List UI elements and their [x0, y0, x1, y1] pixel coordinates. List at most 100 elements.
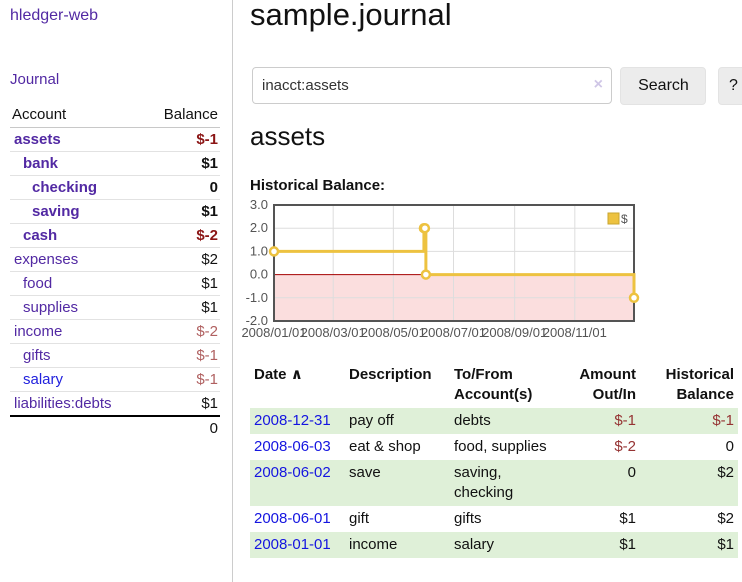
register-table: Date ∧ Description To/From Account(s) Am…: [250, 362, 738, 558]
account-link-salary[interactable]: salary: [23, 371, 64, 388]
account-balance: $1: [144, 295, 220, 320]
search-button[interactable]: Search: [620, 67, 707, 105]
account-link-expenses[interactable]: expenses: [14, 251, 79, 268]
account-row: liabilities:debts $1: [10, 391, 220, 416]
transaction-description: income: [349, 536, 398, 553]
transaction-date-link[interactable]: 2008-06-03: [254, 438, 331, 455]
accounts-total-row: 0: [10, 415, 220, 440]
x-tick-label: 2008/01/01: [241, 325, 306, 340]
account-row: expenses $2: [10, 247, 220, 272]
accounts-table: Account Balance assets $-1 bank $1 check…: [10, 102, 220, 440]
plot-border: [273, 204, 635, 322]
transaction-balance: $2: [717, 464, 734, 481]
account-link-food[interactable]: food: [23, 275, 53, 292]
transaction-amount: 0: [627, 464, 636, 481]
transaction-amount: $1: [619, 510, 636, 527]
account-link-assets[interactable]: assets: [14, 131, 61, 148]
clear-search-icon[interactable]: ×: [593, 76, 603, 93]
register-row: 2008-01-01 income salary $1 $1: [250, 532, 738, 558]
account-row: food $1: [10, 271, 220, 296]
transaction-description: eat & shop: [349, 438, 421, 455]
transaction-amount: $-2: [614, 438, 636, 455]
register-header-row: Date ∧ Description To/From Account(s) Am…: [250, 362, 738, 408]
x-tick-label: 2008/05/01: [361, 325, 426, 340]
date-header-label: Date: [254, 366, 287, 383]
account-balance: $-2: [144, 319, 220, 344]
data-point-marker: [268, 246, 280, 257]
transaction-balance: $1: [717, 536, 734, 553]
search-input[interactable]: [252, 67, 612, 104]
search-bar: × Search ?: [252, 67, 742, 105]
account-link-saving[interactable]: saving: [32, 203, 80, 220]
account-row: cash $-2: [10, 223, 220, 248]
account-row: gifts $-1: [10, 343, 220, 368]
transaction-accounts: debts: [454, 412, 491, 429]
transaction-balance: $-1: [712, 412, 734, 429]
account-link-gifts[interactable]: gifts: [23, 347, 51, 364]
x-tick-label: 2008/09/01: [482, 325, 547, 340]
legend-swatch: [607, 212, 620, 225]
account-balance: $2: [144, 247, 220, 272]
x-tick-label: 2008/03/01: [301, 325, 366, 340]
sidebar: hledger-web Journal Account Balance asse…: [0, 0, 233, 582]
account-row: assets $-1: [10, 128, 220, 152]
y-tick-label: 3.0: [250, 200, 268, 212]
account-link-liabilities-debts[interactable]: liabilities:debts: [14, 395, 112, 412]
legend-label: $: [621, 212, 628, 226]
account-row: salary $-1: [10, 367, 220, 392]
register-row: 2008-06-01 gift gifts $1 $2: [250, 506, 738, 532]
register-header-date[interactable]: Date ∧: [250, 362, 345, 408]
accounts-header-account: Account: [10, 102, 145, 128]
account-row: saving $1: [10, 199, 220, 224]
data-point-marker: [628, 292, 640, 304]
x-tick-label: 2008/11/01: [543, 325, 607, 340]
account-balance: $1: [144, 151, 220, 176]
account-balance: $-1: [144, 343, 220, 368]
chart-title: Historical Balance:: [250, 177, 386, 194]
transaction-description: save: [349, 464, 381, 481]
transaction-date-link[interactable]: 2008-06-01: [254, 510, 331, 527]
account-link-cash[interactable]: cash: [23, 227, 58, 244]
register-header-description: Description: [349, 366, 432, 383]
transaction-date-link[interactable]: 2008-01-01: [254, 536, 331, 553]
data-point-marker: [419, 222, 431, 234]
transaction-amount: $1: [619, 536, 636, 553]
data-point-marker: [420, 269, 432, 280]
register-row: 2008-06-02 save saving, checking 0 $2: [250, 460, 738, 506]
register-header-balance: Historical Balance: [665, 366, 734, 403]
y-tick-label: -1.0: [246, 290, 268, 305]
help-button[interactable]: ?: [717, 67, 742, 105]
page-title: sample.journal: [250, 0, 452, 32]
account-link-supplies[interactable]: supplies: [23, 299, 79, 316]
account-link-bank[interactable]: bank: [23, 155, 59, 172]
transaction-accounts: gifts: [454, 510, 482, 527]
register-header-amount: Amount Out/In: [579, 366, 636, 403]
account-balance: $-1: [196, 131, 218, 148]
transaction-accounts: saving, checking: [454, 464, 514, 501]
transaction-date-link[interactable]: 2008-12-31: [254, 412, 331, 429]
account-balance: 0: [144, 175, 220, 200]
register-header-tofrom: To/From Account(s): [454, 366, 533, 403]
transaction-accounts: food, supplies: [454, 438, 547, 455]
transaction-description: gift: [349, 510, 370, 527]
transaction-description: pay off: [349, 412, 394, 429]
y-tick-label: 2.0: [250, 220, 268, 235]
accounts-header-row: Account Balance: [10, 102, 220, 128]
transaction-balance: $2: [717, 510, 734, 527]
historical-balance-chart[interactable]: $3.0 2.0 1.0 0.0 -1.0 -2.02008/01/012008/03/0…: [240, 200, 742, 345]
register-row: 2008-06-03 eat & shop food, supplies $-2…: [250, 434, 738, 460]
account-heading: assets: [250, 121, 326, 151]
account-balance: $1: [144, 199, 220, 224]
accounts-header-balance: Balance: [144, 102, 220, 128]
account-row: supplies $1: [10, 295, 220, 320]
transaction-accounts: salary: [454, 536, 495, 553]
account-row: income $-2: [10, 319, 220, 344]
y-tick-label: 1.0: [250, 243, 268, 258]
account-row: bank $1: [10, 151, 220, 176]
account-link-income[interactable]: income: [14, 323, 63, 340]
app-brand-link[interactable]: hledger-web: [10, 7, 99, 24]
account-link-checking[interactable]: checking: [32, 179, 98, 196]
account-balance: $-2: [144, 223, 220, 248]
transaction-date-link[interactable]: 2008-06-02: [254, 464, 331, 481]
sidebar-item-journal[interactable]: Journal: [10, 71, 60, 88]
